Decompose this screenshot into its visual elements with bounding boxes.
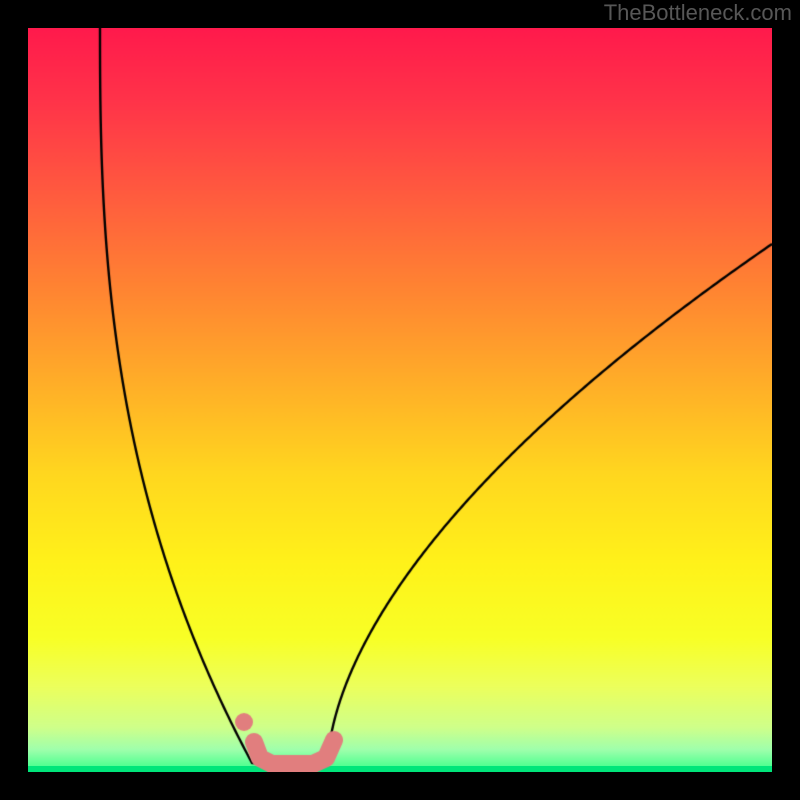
highlight-overlay — [28, 28, 772, 772]
chart-root: TheBottleneck.com — [0, 0, 800, 800]
attribution-text: TheBottleneck.com — [604, 0, 792, 26]
plot-area — [28, 28, 772, 772]
